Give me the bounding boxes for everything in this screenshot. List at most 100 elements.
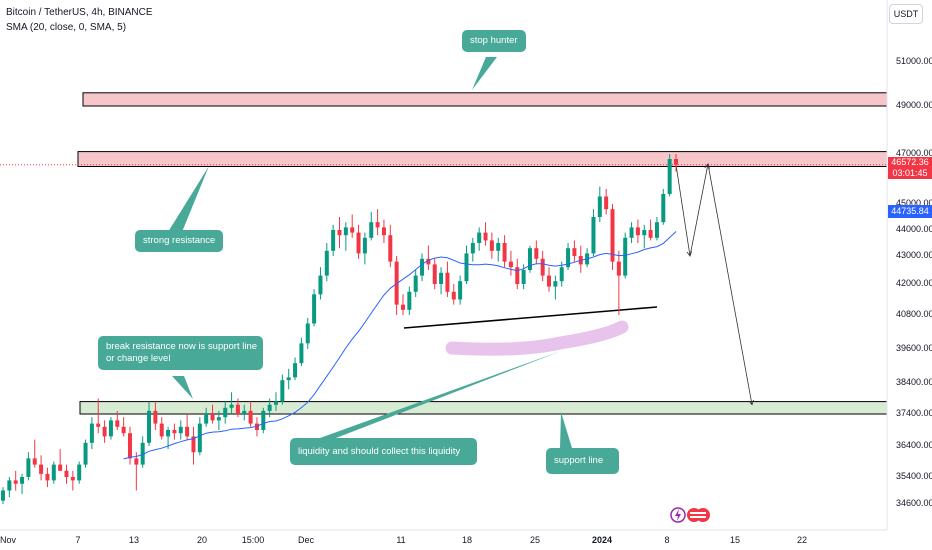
candle-body <box>610 209 615 262</box>
candle-body <box>496 243 501 251</box>
candle-body <box>166 430 171 437</box>
candle-body <box>280 380 285 402</box>
callout-pointer <box>320 351 561 438</box>
candle-body <box>337 230 342 236</box>
last-price-tag: 46572.36 03:01:45 <box>888 157 932 179</box>
candle-body <box>89 423 94 443</box>
candle-body <box>654 222 659 238</box>
candle-body <box>483 232 488 241</box>
drawings <box>0 57 887 448</box>
liquidity-callout[interactable]: liquidity and should collect this liquid… <box>290 438 477 465</box>
candle-body <box>477 232 482 243</box>
strong-resistance-text: strong resistance <box>143 235 216 246</box>
candle-body <box>96 423 101 427</box>
candle-body <box>369 222 374 238</box>
candle-body <box>508 261 513 268</box>
stop-hunter-callout[interactable]: stop hunter <box>462 30 526 52</box>
candle-body <box>178 426 183 434</box>
candle-body <box>381 227 386 236</box>
candle-body <box>324 250 329 276</box>
axes <box>0 0 888 531</box>
candle-body <box>318 275 323 295</box>
candle-body <box>553 281 558 287</box>
candle-body <box>566 248 571 268</box>
candle-body <box>362 237 367 254</box>
price-tick-label: 39600.00 <box>896 343 932 353</box>
price-tick-label: 44000.00 <box>896 224 932 234</box>
callout-pointer <box>560 412 572 448</box>
candle-body <box>547 275 552 287</box>
callout-pointer <box>172 376 193 399</box>
candle-body <box>413 275 418 292</box>
time-tick-label: 15 <box>729 535 741 545</box>
candle-body <box>26 458 31 477</box>
candle-body <box>451 291 456 300</box>
us-flag-icon-2 <box>696 508 710 522</box>
break-resistance-callout[interactable]: break resistance now is support line or … <box>98 336 263 370</box>
candle-body <box>267 404 272 411</box>
candle-body <box>458 281 463 300</box>
candle-body <box>172 430 177 434</box>
support-line-callout[interactable]: support line <box>546 448 619 474</box>
sma-value: 44735.84 <box>891 206 929 216</box>
callout-pointer <box>168 166 209 232</box>
candle-body <box>274 401 279 405</box>
candle-body <box>350 227 355 233</box>
candle-body <box>616 261 621 276</box>
price-tick-label: 42000.00 <box>896 278 932 288</box>
candle-body <box>674 159 678 165</box>
candle-body <box>229 404 234 408</box>
last-price-value: 46572.36 <box>891 157 929 167</box>
price-tick-label: 35400.00 <box>896 471 932 481</box>
indicator-legend[interactable]: SMA (20, close, 0, SMA, 5) <box>6 22 127 33</box>
candle-body <box>597 196 602 217</box>
strong-resistance-callout[interactable]: strong resistance <box>135 230 224 252</box>
candle-body <box>420 258 425 276</box>
candle-body <box>667 159 672 194</box>
candle-body <box>400 304 405 310</box>
candle-body <box>108 420 113 437</box>
candle-body <box>445 272 450 292</box>
candle-body <box>147 410 152 443</box>
price-tick-label: 45000.00 <box>896 198 932 208</box>
candle-body <box>331 230 336 251</box>
candle-body <box>642 230 647 236</box>
candle-body <box>426 258 431 265</box>
projection-path <box>675 163 753 405</box>
candle-body <box>153 410 158 424</box>
candle-body <box>629 227 634 238</box>
candle-body <box>77 464 82 481</box>
time-tick-label: 2024 <box>591 535 613 545</box>
candle-body <box>140 442 145 465</box>
candle-body <box>7 480 12 491</box>
candle-body <box>521 270 526 284</box>
zone-support <box>79 401 888 415</box>
candle-body <box>559 267 564 282</box>
candle-body <box>32 458 37 465</box>
price-tick-label: 43000.00 <box>896 250 932 260</box>
candle-body <box>45 473 50 481</box>
candle-body <box>534 248 539 259</box>
price-tick-label: 40800.00 <box>896 309 932 319</box>
currency-button[interactable]: USDT <box>889 4 923 24</box>
projection-arrowhead <box>704 163 710 169</box>
candle-body <box>204 414 209 424</box>
candle-body <box>254 423 259 430</box>
price-tick-label: 49000.00 <box>896 100 932 110</box>
candle-body <box>489 240 494 251</box>
candle-body <box>191 436 196 453</box>
candle-body <box>527 248 532 270</box>
time-tick-label: 22 <box>796 535 808 545</box>
lightning-glyph <box>675 509 681 521</box>
sma-polyline <box>123 231 677 460</box>
candle-body <box>13 480 18 484</box>
candle-body <box>58 464 63 471</box>
candle-body <box>248 410 253 424</box>
candle-body <box>223 407 228 418</box>
time-tick-label: 20 <box>196 535 208 545</box>
candle-body <box>159 423 164 437</box>
candle-body <box>635 227 640 236</box>
event-icons[interactable] <box>670 506 710 524</box>
zone-upper-resistance <box>82 92 888 107</box>
